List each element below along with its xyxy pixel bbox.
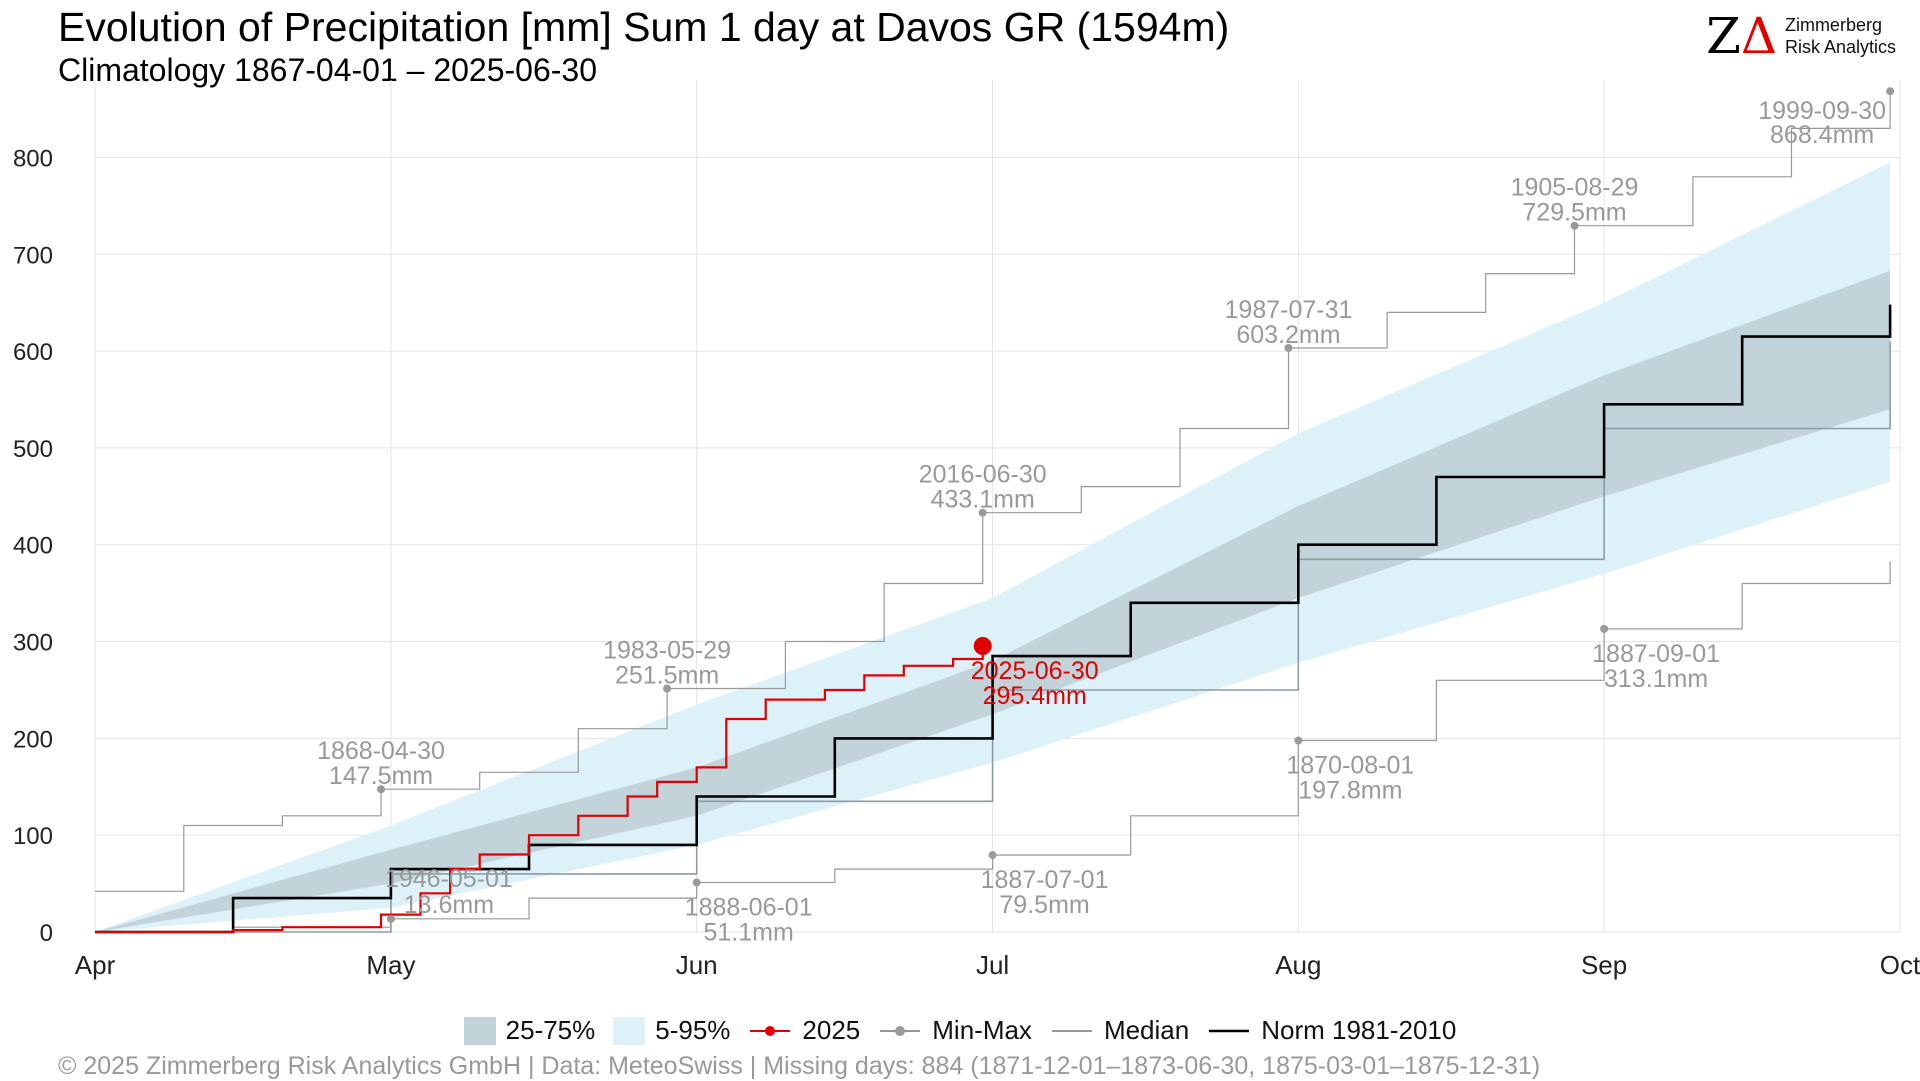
legend-item: Norm 1981-2010	[1207, 1015, 1456, 1046]
chart-subtitle: Climatology 1867-04-01 – 2025-06-30	[58, 52, 598, 88]
y-tick-label: 800	[13, 145, 53, 172]
annotation-date: 1868-04-30	[317, 737, 445, 765]
legend-swatch	[463, 1016, 496, 1045]
legend-item: 25-75%	[463, 1015, 596, 1046]
x-tick-label: Apr	[75, 950, 116, 980]
annotation-value: 197.8mm	[1298, 776, 1402, 804]
legend-swatch-dot	[765, 1025, 776, 1036]
legend-label: Median	[1103, 1015, 1190, 1045]
annotation-date: 2025-06-30	[971, 657, 1099, 685]
series-2025-line	[95, 646, 984, 934]
current-value-marker	[973, 636, 992, 655]
extreme-point-marker	[978, 508, 987, 517]
extreme-point-marker	[386, 914, 395, 923]
annotation-value: 13.6mm	[404, 891, 494, 919]
extreme-point-marker	[1284, 343, 1293, 352]
legend-swatch	[750, 1025, 791, 1036]
y-tick-label: 200	[13, 726, 53, 753]
logo-line-2: Risk Analytics	[1784, 37, 1896, 57]
legend-label: Norm 1981-2010	[1261, 1015, 1457, 1045]
legend-swatch	[1051, 1029, 1092, 1032]
band-5-95	[95, 162, 1891, 933]
annotation-value: 251.5mm	[615, 662, 719, 690]
legend-item: Min-Max	[878, 1015, 1032, 1046]
annotation-date: 1999-09-30	[1758, 97, 1886, 125]
legend-swatch-fill	[613, 1016, 646, 1045]
annotation-date: 1887-07-01	[981, 866, 1109, 894]
annotation-date: 1905-08-29	[1511, 174, 1639, 202]
series-norm-1981-2010-line	[95, 304, 1892, 934]
y-tick-label: 600	[13, 339, 53, 366]
annotation-date: 1870-08-01	[1286, 751, 1414, 779]
x-tick-label: Oct	[1880, 950, 1920, 980]
footer-credits: © 2025 Zimmerberg Risk Analytics GmbH | …	[58, 1052, 1541, 1080]
extreme-point-marker	[377, 785, 386, 794]
annotation-value: 295.4mm	[983, 682, 1087, 710]
y-tick-label: 0	[40, 920, 53, 947]
extreme-point-marker	[1886, 87, 1895, 96]
logo-mark-z: Z	[1706, 7, 1741, 65]
x-tick-label: Jun	[676, 950, 718, 980]
legend-label: 2025	[802, 1015, 861, 1045]
legend-item: Median	[1050, 1015, 1189, 1046]
x-tick-label: Aug	[1275, 950, 1321, 980]
legend-item: 2025	[748, 1015, 860, 1046]
annotation-value: 313.1mm	[1604, 665, 1708, 693]
annotation-date: 2016-06-30	[919, 461, 1047, 489]
extreme-point-marker	[692, 878, 701, 887]
y-tick-label: 100	[13, 823, 53, 850]
legend-label: Min-Max	[932, 1015, 1032, 1045]
legend-label: 25-75%	[505, 1015, 596, 1045]
annotation-value: 147.5mm	[329, 762, 433, 790]
extreme-point-marker	[1294, 736, 1303, 745]
logo-mark-delta: Δ	[1740, 7, 1777, 65]
band-25-75	[95, 270, 1891, 932]
annotation-value: 433.1mm	[931, 486, 1035, 514]
chart-legend: 25-75% 5-95% 2025 Min-Max Median Norm 1981-20…	[0, 1015, 1920, 1046]
annotation-date: 1888-06-01	[685, 894, 813, 922]
company-logo: ZΔ Zimmerberg Risk Analytics	[1706, 10, 1896, 62]
annotation-value: 79.5mm	[999, 891, 1089, 919]
x-tick-label: Sep	[1581, 950, 1627, 980]
y-tick-label: 700	[13, 242, 53, 269]
logo-line-1: Zimmerberg	[1784, 15, 1882, 35]
x-tick-label: Jul	[976, 950, 1009, 980]
x-tick-label: May	[366, 950, 415, 980]
extreme-point-marker	[988, 851, 997, 860]
annotation-date: 1887-09-01	[1592, 640, 1720, 668]
annotation-date: 1983-05-29	[603, 637, 731, 665]
logo-text: Zimmerberg Risk Analytics	[1785, 14, 1896, 58]
legend-swatch-fill	[463, 1016, 496, 1045]
extreme-point-marker	[1570, 221, 1579, 230]
annotation-value: 868.4mm	[1770, 121, 1874, 149]
chart-title: Evolution of Precipitation [mm] Sum 1 da…	[58, 4, 1230, 50]
y-tick-label: 300	[13, 630, 53, 657]
legend-swatch	[613, 1016, 646, 1045]
annotation-value: 51.1mm	[704, 919, 794, 947]
logo-mark: ZΔ	[1706, 11, 1777, 61]
legend-swatch-dot	[895, 1025, 906, 1036]
annotation-value: 729.5mm	[1522, 199, 1626, 227]
annotation-date: 1987-07-31	[1225, 296, 1353, 324]
extreme-point-marker	[1600, 624, 1609, 633]
y-tick-label: 500	[13, 436, 53, 463]
y-tick-label: 400	[13, 533, 53, 560]
legend-item: 5-95%	[613, 1015, 730, 1046]
precipitation-chart: 0 100 200 300 400 500 600 700 800 Apr May Jun Jul Aug…	[13, 80, 1920, 980]
legend-label: 5-95%	[655, 1015, 731, 1045]
extreme-point-marker	[663, 684, 672, 693]
legend-swatch	[1209, 1029, 1250, 1032]
annotation-value: 603.2mm	[1236, 321, 1340, 349]
legend-swatch	[880, 1025, 921, 1036]
annotation-date: 1946-05-01	[385, 865, 513, 893]
